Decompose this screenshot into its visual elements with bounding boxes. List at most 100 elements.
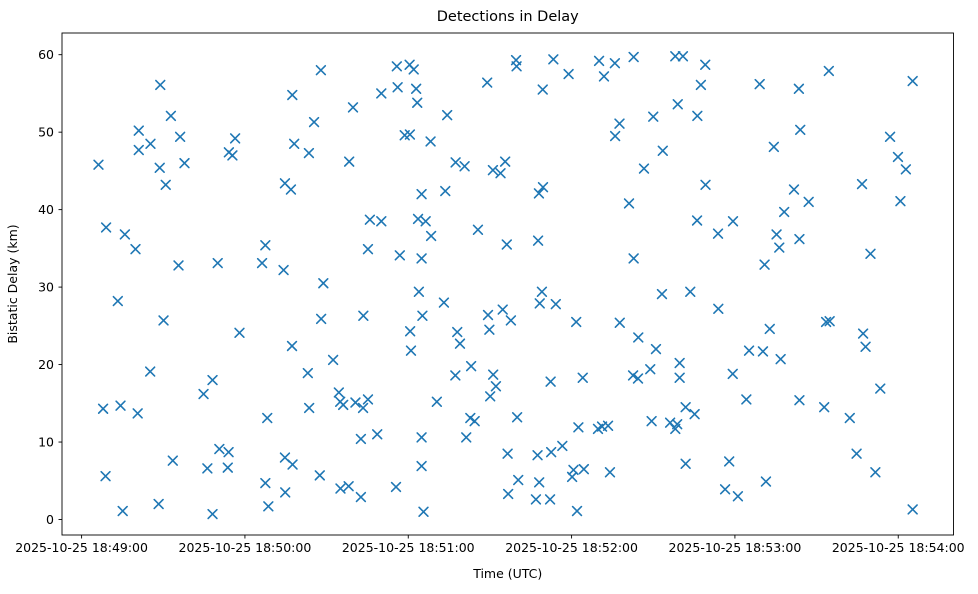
- scatter-point: [713, 303, 724, 314]
- scatter-point: [680, 401, 691, 413]
- scatter-point: [112, 295, 124, 307]
- scatter-point: [469, 415, 480, 427]
- scatter-point: [262, 412, 273, 424]
- scatter-point: [700, 59, 711, 70]
- scatter-point: [775, 353, 786, 365]
- scatter-point: [229, 133, 241, 144]
- scatter-point: [214, 443, 225, 455]
- scatter-point: [343, 156, 355, 167]
- scatter-point: [287, 459, 298, 470]
- scatter-point: [404, 326, 416, 337]
- y-tick-label: 30: [38, 280, 54, 295]
- x-tick-label: 2025-10-25 18:52:00: [505, 540, 638, 555]
- chart-title: Detections in Delay: [437, 9, 579, 25]
- scatter-point: [501, 239, 512, 250]
- scatter-point: [234, 327, 245, 339]
- scatter-point: [788, 184, 800, 195]
- scatter-point: [550, 298, 561, 310]
- scatter-point: [743, 345, 755, 356]
- y-tick-label: 60: [38, 47, 54, 62]
- scatter-point: [895, 195, 906, 207]
- scatter-point: [93, 159, 104, 170]
- plot-area: Detections in Delay 2025-10-25 18:49:00 20…: [5, 9, 965, 581]
- scatter-point: [593, 55, 605, 67]
- scatter-point: [416, 188, 427, 200]
- scatter-point: [566, 471, 578, 483]
- scatter-point: [614, 317, 625, 328]
- y-tick-label: 0: [46, 512, 54, 527]
- scatter-point: [418, 506, 429, 517]
- scatter-point: [573, 422, 584, 433]
- scatter-point: [155, 79, 166, 91]
- scatter-point: [602, 420, 614, 431]
- scatter-point: [308, 116, 320, 128]
- scatter-point: [757, 346, 769, 357]
- x-tick-label: 2025-10-25 18:51:00: [342, 540, 475, 555]
- scatter-point: [223, 446, 234, 458]
- scatter-point: [609, 130, 621, 142]
- scatter-point: [844, 412, 855, 424]
- scatter-point: [100, 470, 111, 482]
- scatter-point: [900, 164, 912, 175]
- scatter-point: [303, 402, 315, 414]
- scatter-point: [502, 448, 513, 459]
- scatter-point: [674, 357, 685, 369]
- scatter-point: [278, 264, 289, 276]
- scatter-point: [417, 310, 428, 321]
- scatter-point: [548, 54, 559, 65]
- scatter-point: [577, 372, 588, 383]
- scatter-point: [857, 328, 869, 339]
- scatter-point: [627, 370, 639, 381]
- scatter-point: [160, 179, 171, 191]
- scatter-point: [145, 138, 156, 149]
- scatter-point: [227, 150, 238, 161]
- axes-frame: [61, 32, 954, 536]
- scatter-point: [689, 408, 700, 420]
- scatter-point: [598, 71, 610, 82]
- scatter-point: [511, 412, 523, 423]
- scatter-point: [280, 487, 291, 498]
- scatter-point: [333, 387, 345, 398]
- scatter-point: [692, 110, 703, 122]
- scatter-point: [511, 61, 522, 72]
- scatter-point: [286, 340, 298, 352]
- scatter-point: [482, 309, 494, 321]
- scatter-point: [656, 288, 668, 300]
- scatter-point: [405, 345, 417, 356]
- scatter-point: [174, 131, 186, 143]
- scatter-point: [100, 222, 112, 233]
- scatter-point: [860, 341, 871, 352]
- scatter-point: [222, 462, 233, 473]
- scatter-point: [364, 214, 376, 225]
- scatter-point: [416, 253, 427, 264]
- x-tick-label: 2025-10-25 18:54:00: [832, 540, 965, 555]
- scatter-point: [650, 343, 662, 355]
- scatter-point: [263, 501, 274, 512]
- scatter-point: [609, 58, 621, 69]
- scatter-point: [487, 164, 499, 176]
- scatter-point: [97, 403, 109, 414]
- scatter-point: [557, 440, 568, 452]
- scatter-point: [158, 315, 169, 326]
- scatter-point: [355, 491, 367, 503]
- scatter-point: [461, 432, 472, 443]
- scatter-point: [818, 401, 830, 413]
- scatter-point: [534, 298, 545, 309]
- scatter-point: [425, 136, 436, 147]
- scatter-point: [119, 229, 131, 240]
- x-tick-label: 2025-10-25 18:50:00: [179, 540, 312, 555]
- scatter-point: [302, 367, 314, 379]
- scatter-point: [544, 494, 556, 505]
- scatter-point: [695, 79, 707, 91]
- scatter-point: [823, 65, 835, 77]
- scatter-point: [875, 383, 886, 394]
- scatter-point: [450, 370, 461, 381]
- scatter-point: [207, 374, 218, 386]
- scatter-point: [285, 184, 297, 195]
- scatter-point: [614, 118, 625, 129]
- scatter-point: [870, 467, 881, 478]
- y-tick-label: 40: [38, 202, 54, 217]
- scatter-point: [358, 310, 369, 321]
- scatter-point: [571, 316, 582, 328]
- scatter-point: [256, 257, 268, 269]
